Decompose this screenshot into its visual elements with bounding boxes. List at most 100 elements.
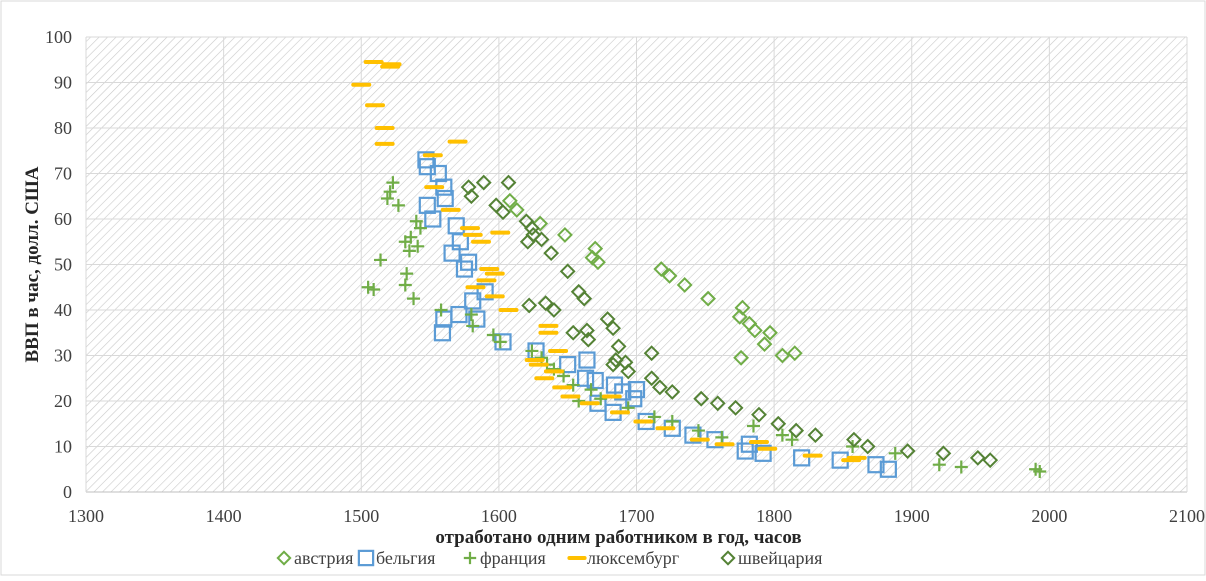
data-point — [807, 427, 824, 444]
legend-marker — [463, 551, 477, 565]
y-axis-title: ВВП в час, долл. США — [22, 166, 43, 362]
data-point — [584, 383, 598, 397]
data-point — [754, 444, 772, 462]
data-point — [786, 345, 803, 362]
data-point — [565, 324, 582, 341]
x-axis-title: отработано одним работником в год, часов — [435, 527, 801, 548]
data-point — [380, 192, 394, 206]
data-point — [400, 267, 414, 281]
data-point — [543, 245, 560, 262]
legend-item: люксембург — [567, 548, 679, 568]
x-tick-label: 1400 — [206, 506, 242, 526]
data-point — [413, 221, 427, 235]
data-point — [559, 356, 577, 374]
data-point — [691, 424, 705, 438]
data-point — [762, 324, 778, 341]
data-point — [1033, 465, 1047, 479]
x-tick-label: 1600 — [481, 506, 517, 526]
data-point — [443, 244, 461, 262]
data-point — [486, 328, 500, 342]
data-point — [647, 410, 661, 424]
x-tick-label: 1900 — [894, 506, 930, 526]
x-tick-label: 1700 — [619, 506, 655, 526]
data-point — [731, 308, 748, 325]
data-point — [954, 460, 968, 474]
data-point — [935, 445, 952, 462]
data-point — [770, 415, 787, 432]
data-point — [888, 446, 902, 460]
data-point — [476, 283, 494, 301]
data-point — [746, 322, 763, 339]
legend-item: австрия — [276, 548, 353, 568]
data-point — [466, 319, 480, 333]
data-point — [733, 349, 750, 366]
data-point — [736, 442, 754, 460]
data-point — [398, 235, 412, 249]
data-point — [535, 351, 549, 365]
y-tick-label: 10 — [54, 437, 72, 457]
data-point — [846, 431, 862, 448]
data-point — [700, 290, 716, 307]
data-point — [605, 320, 622, 337]
series-люксембург — [351, 60, 867, 463]
data-point — [501, 192, 518, 209]
series-австрия — [501, 192, 803, 366]
data-point — [409, 214, 423, 228]
data-point — [576, 369, 595, 387]
gridlines — [85, 36, 1188, 493]
data-point — [590, 254, 606, 271]
data-point — [661, 267, 678, 284]
data-point — [578, 351, 596, 369]
y-tick-label: 20 — [54, 391, 72, 411]
data-point — [521, 297, 538, 314]
data-point — [665, 414, 679, 428]
data-point — [788, 422, 805, 439]
data-point — [610, 338, 627, 355]
data-point — [547, 362, 561, 376]
x-tick-label: 2000 — [1031, 506, 1067, 526]
y-tick-label: 30 — [54, 346, 72, 366]
data-point — [594, 392, 608, 406]
data-point — [879, 460, 897, 478]
data-point — [463, 188, 480, 205]
data-point — [643, 345, 660, 362]
data-point — [756, 336, 773, 353]
data-point — [475, 174, 492, 191]
data-point — [607, 352, 624, 368]
legend-marker — [720, 550, 736, 566]
data-point — [620, 363, 637, 380]
legend-label: бельгия — [376, 548, 435, 568]
data-point — [846, 440, 860, 453]
data-point — [407, 292, 421, 306]
data-point — [774, 347, 791, 364]
data-point — [374, 253, 388, 267]
data-point — [793, 449, 811, 467]
x-tick-label: 1300 — [68, 506, 104, 526]
data-point — [932, 458, 946, 472]
data-point — [429, 164, 447, 183]
data-point — [727, 399, 744, 416]
data-point — [455, 260, 474, 278]
data-point — [546, 302, 562, 318]
data-point — [436, 189, 454, 208]
legend: австрия бельгия франция люксембург швейцария — [276, 548, 822, 568]
data-point — [625, 390, 643, 408]
data-point — [627, 381, 646, 399]
data-points — [351, 60, 1047, 479]
data-point — [709, 395, 726, 412]
axis-tick-labels: 0 10 20 30 40 50 60 70 80 90 100 1300 1400 1500 1600 17… — [45, 27, 1205, 526]
legend-label: австрия — [294, 548, 353, 568]
data-point — [576, 290, 593, 307]
data-point — [411, 239, 425, 253]
data-point — [557, 227, 573, 243]
data-point — [533, 231, 550, 248]
y-tick-label: 40 — [54, 300, 72, 320]
data-point — [653, 261, 670, 277]
data-point — [495, 204, 511, 221]
data-point — [676, 277, 693, 293]
data-point — [643, 370, 660, 387]
data-point — [402, 244, 416, 258]
data-point — [500, 174, 517, 191]
data-point — [580, 331, 597, 348]
